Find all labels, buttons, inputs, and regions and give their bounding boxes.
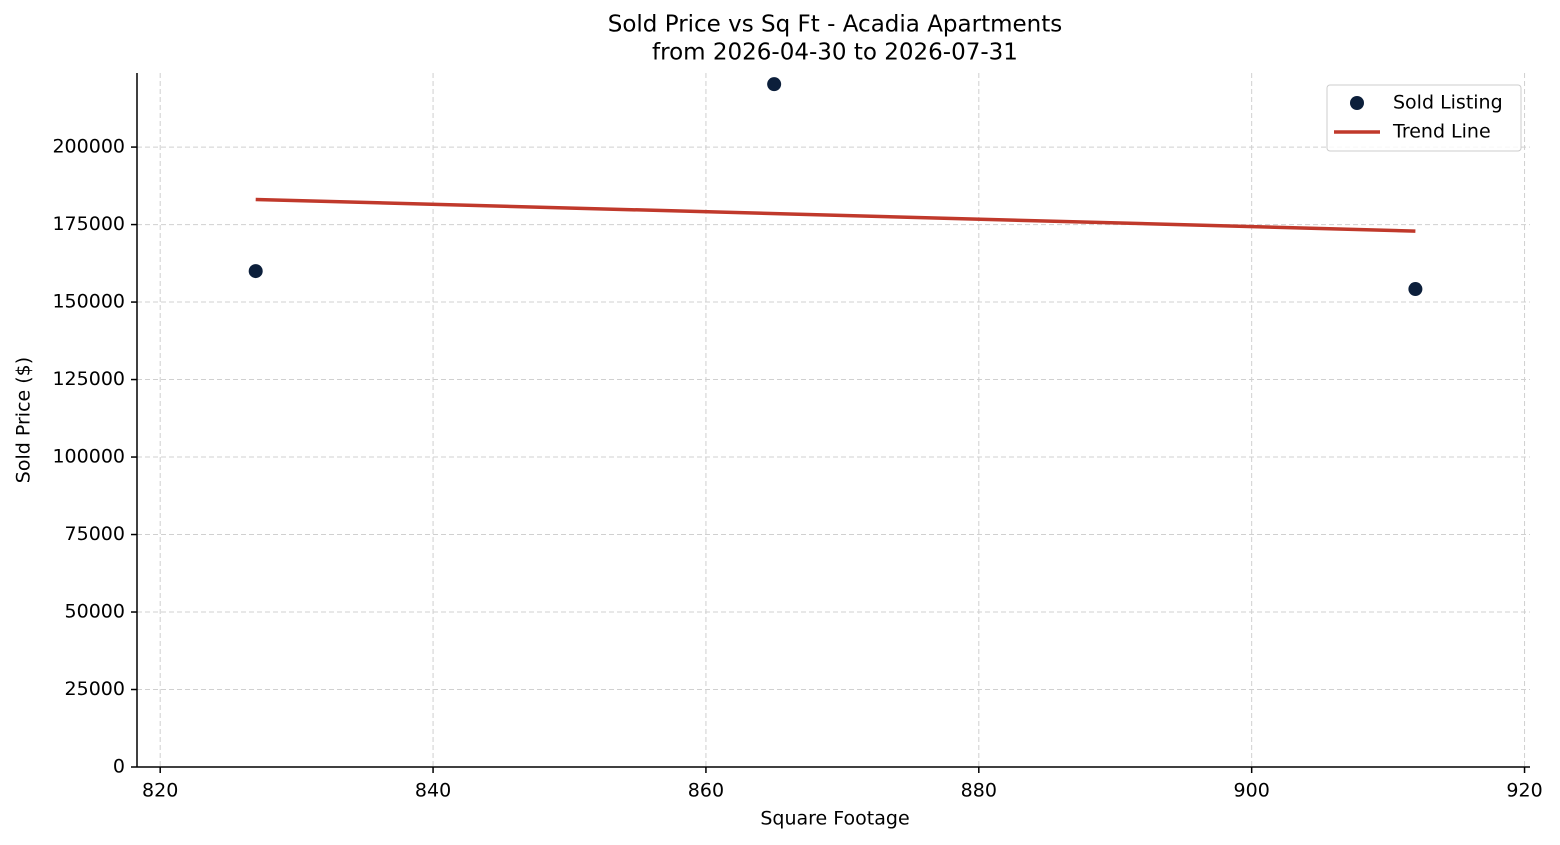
y-tick-label: 125000 [52, 368, 125, 390]
x-tick-label: 840 [415, 780, 451, 802]
y-tick-label: 100000 [52, 446, 125, 468]
scatter-point [767, 77, 782, 92]
chart-title: Sold Price vs Sq Ft - Acadia Apartments [608, 12, 1062, 38]
y-tick-label: 150000 [52, 291, 125, 313]
chart-subtitle: from 2026-04-30 to 2026-07-31 [652, 40, 1018, 66]
scatter-point [248, 264, 263, 279]
legend: Sold Listing Trend Line [1326, 84, 1522, 152]
x-tick-label: 820 [142, 780, 178, 802]
y-tick-label: 175000 [52, 213, 125, 235]
y-tick-label: 0 [113, 756, 125, 778]
y-tick-label: 200000 [52, 136, 125, 158]
y-tick-label: 50000 [65, 601, 125, 623]
x-tick-label: 880 [961, 780, 997, 802]
trend-line [255, 197, 1416, 233]
x-tick-label: 920 [1506, 780, 1542, 802]
legend-label: Trend Line [1392, 121, 1491, 143]
y-tick-label: 25000 [65, 678, 125, 700]
legend-label: Sold Listing [1393, 92, 1503, 114]
legend-box [1326, 84, 1522, 152]
scatter-point [1408, 282, 1423, 297]
y-axis-label: Sold Price ($) [13, 357, 35, 483]
x-axis-label: Square Footage [760, 808, 909, 830]
x-tick-label: 900 [1234, 780, 1270, 802]
x-tick-label: 860 [688, 780, 724, 802]
legend-swatch [1350, 96, 1364, 110]
y-tick-label: 75000 [65, 523, 125, 545]
